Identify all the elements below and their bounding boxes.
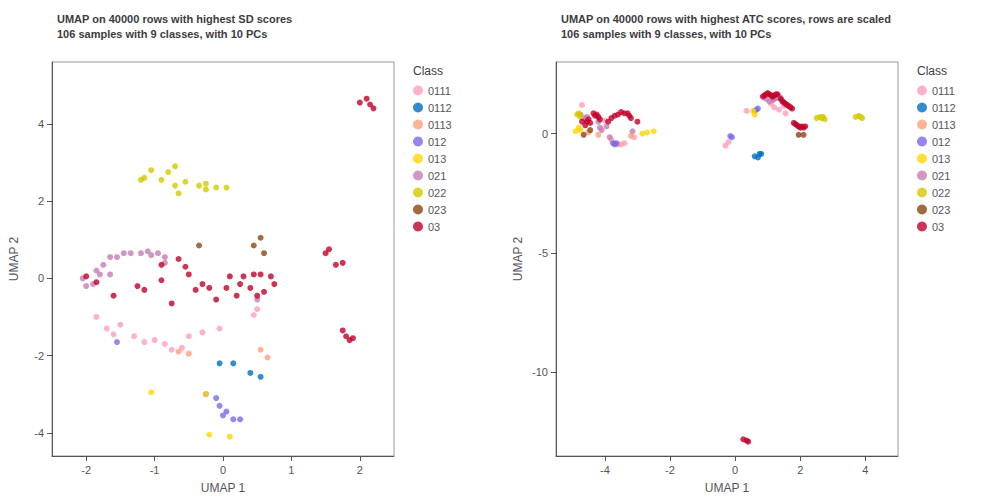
svg-text:0112: 0112 bbox=[428, 102, 452, 114]
svg-text:0113: 0113 bbox=[428, 119, 452, 131]
svg-text:-2: -2 bbox=[665, 464, 675, 476]
svg-text:UMAP on 40000 rows with highes: UMAP on 40000 rows with highest ATC scor… bbox=[561, 13, 891, 25]
svg-text:UMAP 2: UMAP 2 bbox=[7, 236, 21, 281]
svg-text:1: 1 bbox=[288, 464, 294, 476]
svg-text:0: 0 bbox=[542, 128, 548, 140]
svg-text:4: 4 bbox=[38, 118, 44, 130]
svg-text:022: 022 bbox=[932, 187, 950, 199]
svg-text:0113: 0113 bbox=[932, 119, 956, 131]
svg-text:UMAP 1: UMAP 1 bbox=[201, 481, 246, 495]
svg-text:0: 0 bbox=[732, 464, 738, 476]
svg-text:-10: -10 bbox=[532, 366, 548, 378]
svg-text:-5: -5 bbox=[538, 247, 548, 259]
svg-text:012: 012 bbox=[932, 136, 950, 148]
svg-text:4: 4 bbox=[862, 464, 868, 476]
svg-text:0: 0 bbox=[220, 464, 226, 476]
svg-text:2: 2 bbox=[38, 195, 44, 207]
svg-text:013: 013 bbox=[428, 153, 446, 165]
svg-text:UMAP 1: UMAP 1 bbox=[705, 481, 750, 495]
svg-text:03: 03 bbox=[932, 221, 944, 233]
svg-text:-1: -1 bbox=[150, 464, 160, 476]
svg-text:106 samples with 9 classes, wi: 106 samples with 9 classes, with 10 PCs bbox=[57, 28, 267, 40]
svg-text:-4: -4 bbox=[600, 464, 610, 476]
svg-text:0111: 0111 bbox=[428, 85, 451, 97]
svg-text:0112: 0112 bbox=[932, 102, 956, 114]
svg-text:0111: 0111 bbox=[932, 85, 955, 97]
svg-text:Class: Class bbox=[413, 64, 443, 78]
svg-text:013: 013 bbox=[932, 153, 950, 165]
svg-text:023: 023 bbox=[428, 204, 446, 216]
svg-text:021: 021 bbox=[932, 170, 950, 182]
svg-text:-2: -2 bbox=[34, 350, 44, 362]
svg-text:03: 03 bbox=[428, 221, 440, 233]
svg-text:021: 021 bbox=[428, 170, 446, 182]
svg-text:Class: Class bbox=[917, 64, 947, 78]
svg-text:0: 0 bbox=[38, 272, 44, 284]
svg-text:012: 012 bbox=[428, 136, 446, 148]
svg-text:023: 023 bbox=[932, 204, 950, 216]
svg-text:2: 2 bbox=[797, 464, 803, 476]
svg-text:UMAP 2: UMAP 2 bbox=[511, 236, 525, 281]
svg-text:UMAP on 40000 rows with highes: UMAP on 40000 rows with highest SD score… bbox=[57, 13, 292, 25]
svg-text:2: 2 bbox=[357, 464, 363, 476]
svg-text:022: 022 bbox=[428, 187, 446, 199]
svg-text:-4: -4 bbox=[34, 427, 44, 439]
svg-text:106 samples with 9 classes, wi: 106 samples with 9 classes, with 10 PCs bbox=[561, 28, 771, 40]
svg-text:-2: -2 bbox=[81, 464, 91, 476]
